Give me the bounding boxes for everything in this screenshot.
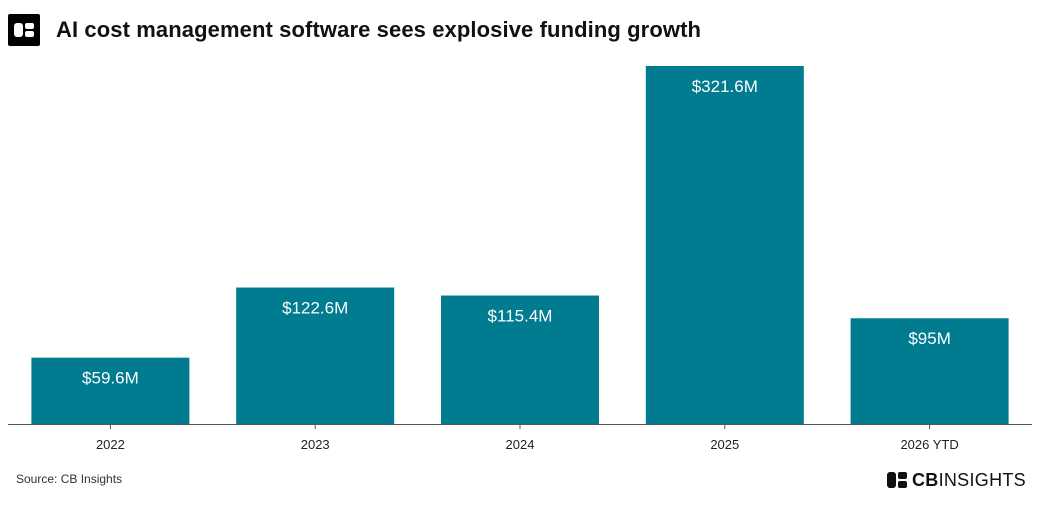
x-tick-label: 2026 YTD: [900, 437, 958, 452]
bar-2025: [645, 66, 804, 424]
bar-data-label: $321.6M: [692, 77, 758, 96]
chart-title: AI cost management software sees explosi…: [56, 17, 702, 42]
source-note: Source: CB Insights: [16, 472, 123, 486]
bar-2023: [236, 287, 395, 424]
brand-wordmark-rest: INSIGHTS: [938, 469, 1026, 490]
bar-2024: [441, 295, 599, 424]
bar-2026-ytd: [850, 318, 1009, 424]
chart-header: AI cost management software sees explosi…: [8, 12, 701, 48]
bar-data-label: $95M: [908, 329, 951, 348]
brand-wordmark: CBINSIGHTS: [912, 470, 1026, 491]
x-tick-label: 2022: [96, 437, 125, 452]
bar-data-label: $122.6M: [282, 299, 348, 318]
bar-data-label: $115.4M: [488, 307, 553, 326]
bar-data-label: $59.6M: [82, 369, 139, 388]
x-tick-label: 2025: [710, 437, 739, 452]
x-tick-label: 2023: [301, 437, 330, 452]
bar-2022: [31, 357, 190, 424]
cb-insights-brand: CBINSIGHTS: [886, 470, 1026, 491]
brand-wordmark-bold: CB: [911, 469, 939, 490]
cb-insights-logo-icon: [8, 14, 40, 46]
x-tick-label: 2024: [506, 437, 535, 452]
cb-insights-brand-icon: [886, 472, 907, 488]
